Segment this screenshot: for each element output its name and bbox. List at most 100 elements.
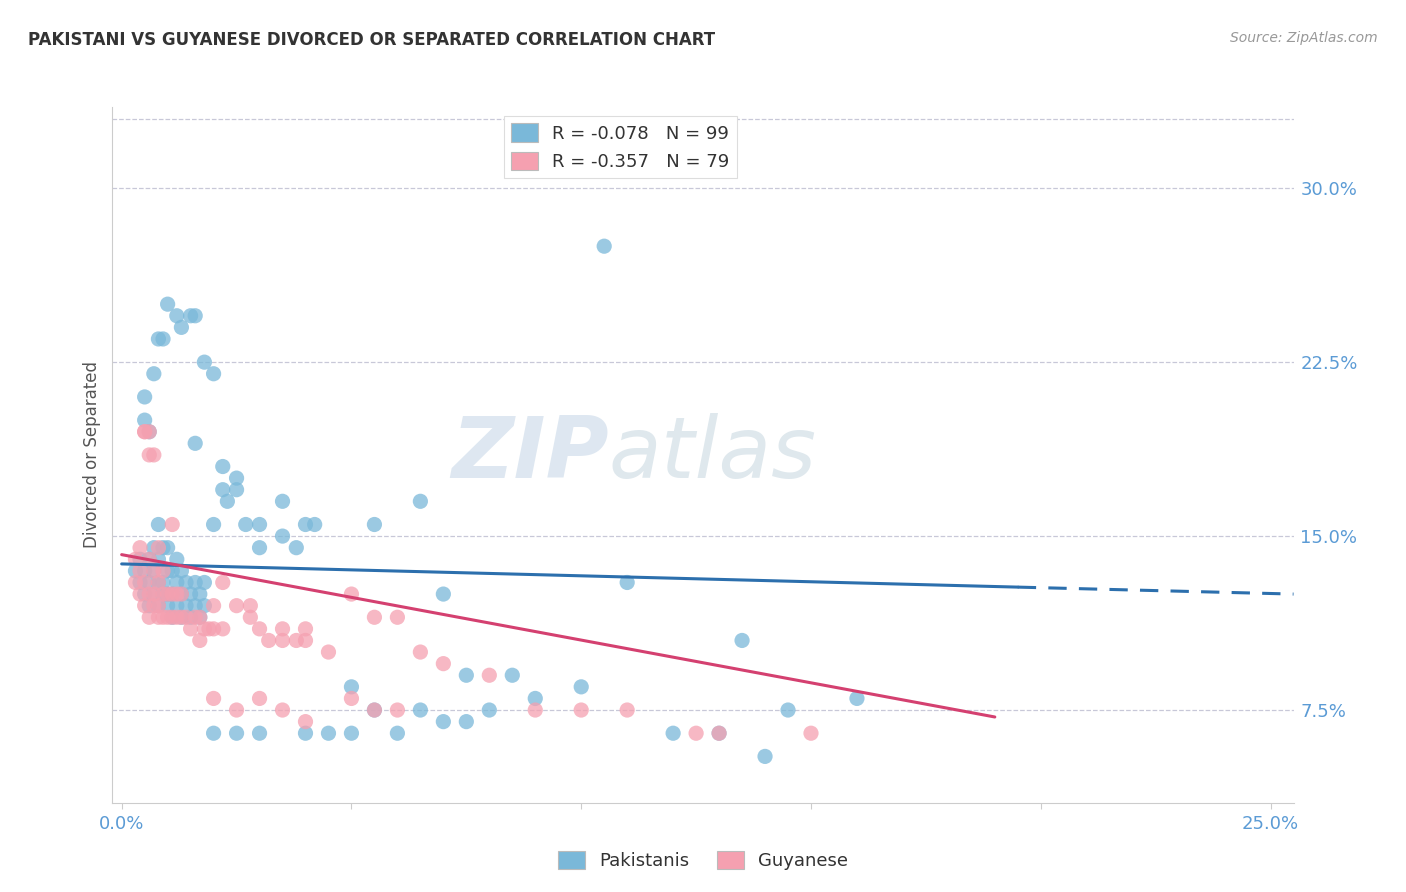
Point [387,610,409,624]
Point [593,239,616,253]
Point [180,309,202,323]
Point [152,541,174,555]
Point [211,575,233,590]
Point [731,633,754,648]
Y-axis label: Divorced or Separated: Divorced or Separated [83,361,101,549]
Point [148,575,170,590]
Point [124,552,146,566]
Point [271,703,294,717]
Point [225,726,247,740]
Point [524,703,547,717]
Legend: Pakistanis, Guyanese: Pakistanis, Guyanese [551,844,855,877]
Point [138,575,160,590]
Point [193,599,215,613]
Point [124,564,146,578]
Point [294,714,316,729]
Point [662,726,685,740]
Point [174,599,197,613]
Point [138,552,160,566]
Point [156,587,179,601]
Point [134,425,156,439]
Text: Source: ZipAtlas.com: Source: ZipAtlas.com [1230,31,1378,45]
Point [138,552,160,566]
Point [148,552,170,566]
Point [148,517,170,532]
Point [152,575,174,590]
Point [432,714,454,729]
Point [202,517,225,532]
Point [142,587,165,601]
Point [129,541,152,555]
Point [184,436,207,450]
Point [148,575,170,590]
Point [170,564,193,578]
Point [754,749,776,764]
Point [225,703,247,717]
Point [340,726,363,740]
Point [188,633,211,648]
Point [235,517,257,532]
Point [148,599,170,613]
Point [225,483,247,497]
Point [685,726,707,740]
Point [616,575,638,590]
Point [271,622,294,636]
Point [134,599,156,613]
Point [304,517,326,532]
Point [160,517,183,532]
Point [524,691,547,706]
Point [148,332,170,346]
Point [211,622,233,636]
Point [134,587,156,601]
Point [211,483,233,497]
Point [156,599,179,613]
Point [340,587,363,601]
Point [142,564,165,578]
Point [166,610,188,624]
Point [160,587,183,601]
Point [217,494,239,508]
Point [456,668,478,682]
Point [142,448,165,462]
Point [152,587,174,601]
Point [776,703,799,717]
Point [249,517,271,532]
Point [707,726,730,740]
Point [478,703,501,717]
Point [294,633,316,648]
Point [202,726,225,740]
Point [569,703,592,717]
Point [124,575,146,590]
Point [409,703,432,717]
Point [363,703,385,717]
Point [184,610,207,624]
Point [138,425,160,439]
Text: ZIP: ZIP [451,413,609,497]
Point [138,425,160,439]
Point [134,425,156,439]
Point [271,529,294,543]
Point [249,726,271,740]
Point [249,622,271,636]
Point [180,622,202,636]
Point [294,726,316,740]
Point [138,587,160,601]
Point [184,575,207,590]
Point [340,691,363,706]
Point [363,703,385,717]
Point [202,622,225,636]
Point [170,587,193,601]
Point [180,587,202,601]
Point [409,645,432,659]
Point [294,622,316,636]
Point [180,610,202,624]
Point [318,645,340,659]
Point [193,355,215,369]
Point [387,703,409,717]
Point [285,633,308,648]
Point [387,726,409,740]
Point [166,552,188,566]
Point [257,633,280,648]
Point [409,494,432,508]
Text: PAKISTANI VS GUYANESE DIVORCED OR SEPARATED CORRELATION CHART: PAKISTANI VS GUYANESE DIVORCED OR SEPARA… [28,31,716,49]
